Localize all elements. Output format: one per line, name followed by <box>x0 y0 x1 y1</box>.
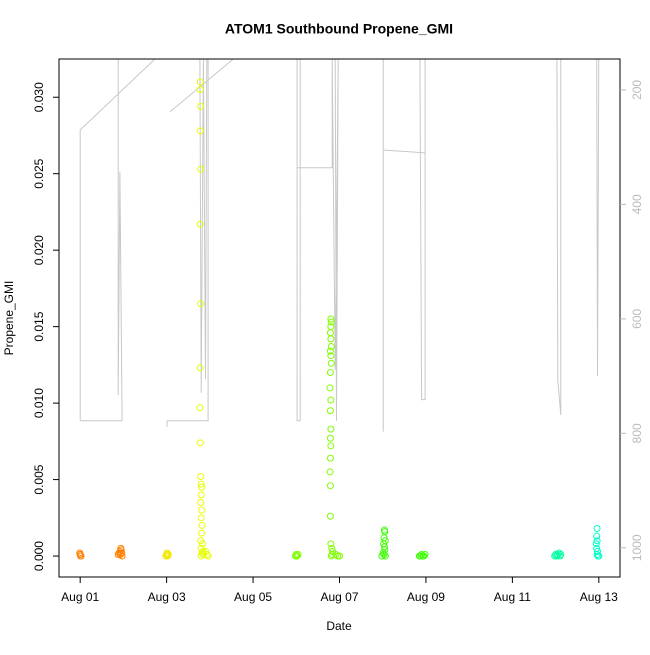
point <box>326 369 334 377</box>
point <box>197 473 205 481</box>
y-tick-label: 0.000 <box>32 541 46 571</box>
point <box>198 506 206 514</box>
point <box>378 552 386 560</box>
point <box>327 335 335 343</box>
y2-tick-label: 600 <box>630 309 644 329</box>
y2-tick-label: 400 <box>630 194 644 214</box>
point <box>327 318 335 326</box>
point <box>421 551 429 559</box>
x-tick-label: Aug 01 <box>61 590 99 604</box>
point <box>417 552 425 560</box>
x-tick-label: Aug 03 <box>148 590 186 604</box>
point <box>197 102 205 110</box>
chart-title: ATOM1 Southbound Propene_GMI <box>225 21 453 37</box>
point <box>196 127 204 135</box>
x-tick-label: Aug 09 <box>407 590 445 604</box>
point <box>336 552 343 560</box>
point <box>556 552 564 560</box>
point <box>326 468 334 476</box>
point <box>555 549 563 557</box>
point <box>163 549 171 557</box>
point <box>196 439 204 447</box>
point <box>327 343 335 351</box>
point <box>326 384 334 392</box>
point <box>196 86 204 94</box>
point <box>332 551 340 559</box>
x-tick-label: Aug 07 <box>320 590 358 604</box>
point <box>198 529 206 537</box>
y2-tick-label: 800 <box>630 423 644 443</box>
point <box>327 359 335 367</box>
point <box>198 540 206 548</box>
y-tick-label: 0.005 <box>32 464 46 494</box>
point <box>163 552 171 560</box>
point <box>196 78 204 86</box>
point <box>418 551 426 559</box>
point <box>594 547 602 555</box>
point <box>116 551 124 559</box>
y-tick-label: 0.010 <box>32 388 46 418</box>
line-series <box>79 59 600 432</box>
point <box>118 549 126 557</box>
point <box>326 482 334 490</box>
point <box>327 352 335 360</box>
point <box>557 551 565 559</box>
point <box>197 300 205 308</box>
point <box>592 540 600 548</box>
point <box>198 483 206 491</box>
point <box>198 549 206 557</box>
point <box>327 425 335 433</box>
point <box>196 220 204 228</box>
y-axis-label: Propene_GMI <box>2 281 16 356</box>
point <box>197 514 205 522</box>
point <box>554 551 562 559</box>
point <box>77 552 85 560</box>
plot-area <box>76 59 603 560</box>
point <box>293 552 301 560</box>
point <box>327 396 335 404</box>
point <box>196 404 204 412</box>
point <box>326 434 334 442</box>
point <box>197 491 205 499</box>
x-tick-label: Aug 11 <box>494 590 531 604</box>
point <box>204 552 212 560</box>
point <box>593 551 601 559</box>
point <box>76 551 84 559</box>
point <box>326 347 334 355</box>
y-tick-label: 0.030 <box>32 82 46 112</box>
point <box>326 454 334 462</box>
point <box>197 499 205 507</box>
point <box>326 407 334 415</box>
x-tick-label: Aug 13 <box>580 590 618 604</box>
point <box>326 512 334 520</box>
x-tick-label: Aug 05 <box>234 590 272 604</box>
point <box>552 551 560 559</box>
point <box>164 551 172 559</box>
point <box>593 525 601 533</box>
y2-tick-label: 200 <box>630 80 644 100</box>
point <box>381 552 389 560</box>
point <box>380 551 388 559</box>
point <box>419 552 427 560</box>
x-axis-label: Date <box>326 619 352 633</box>
point <box>595 552 603 560</box>
point <box>327 315 335 323</box>
point <box>117 546 125 554</box>
point <box>203 551 211 559</box>
point <box>196 364 204 372</box>
point <box>294 551 302 559</box>
point <box>197 165 205 173</box>
point <box>593 532 601 540</box>
point <box>327 540 335 548</box>
y2-tick-label: 1000 <box>630 534 644 561</box>
y-tick-label: 0.020 <box>32 235 46 265</box>
point <box>198 521 206 529</box>
y-tick-label: 0.015 <box>32 311 46 341</box>
point <box>593 537 601 545</box>
point <box>327 442 335 450</box>
point <box>197 480 205 488</box>
y-tick-label: 0.025 <box>32 158 46 188</box>
